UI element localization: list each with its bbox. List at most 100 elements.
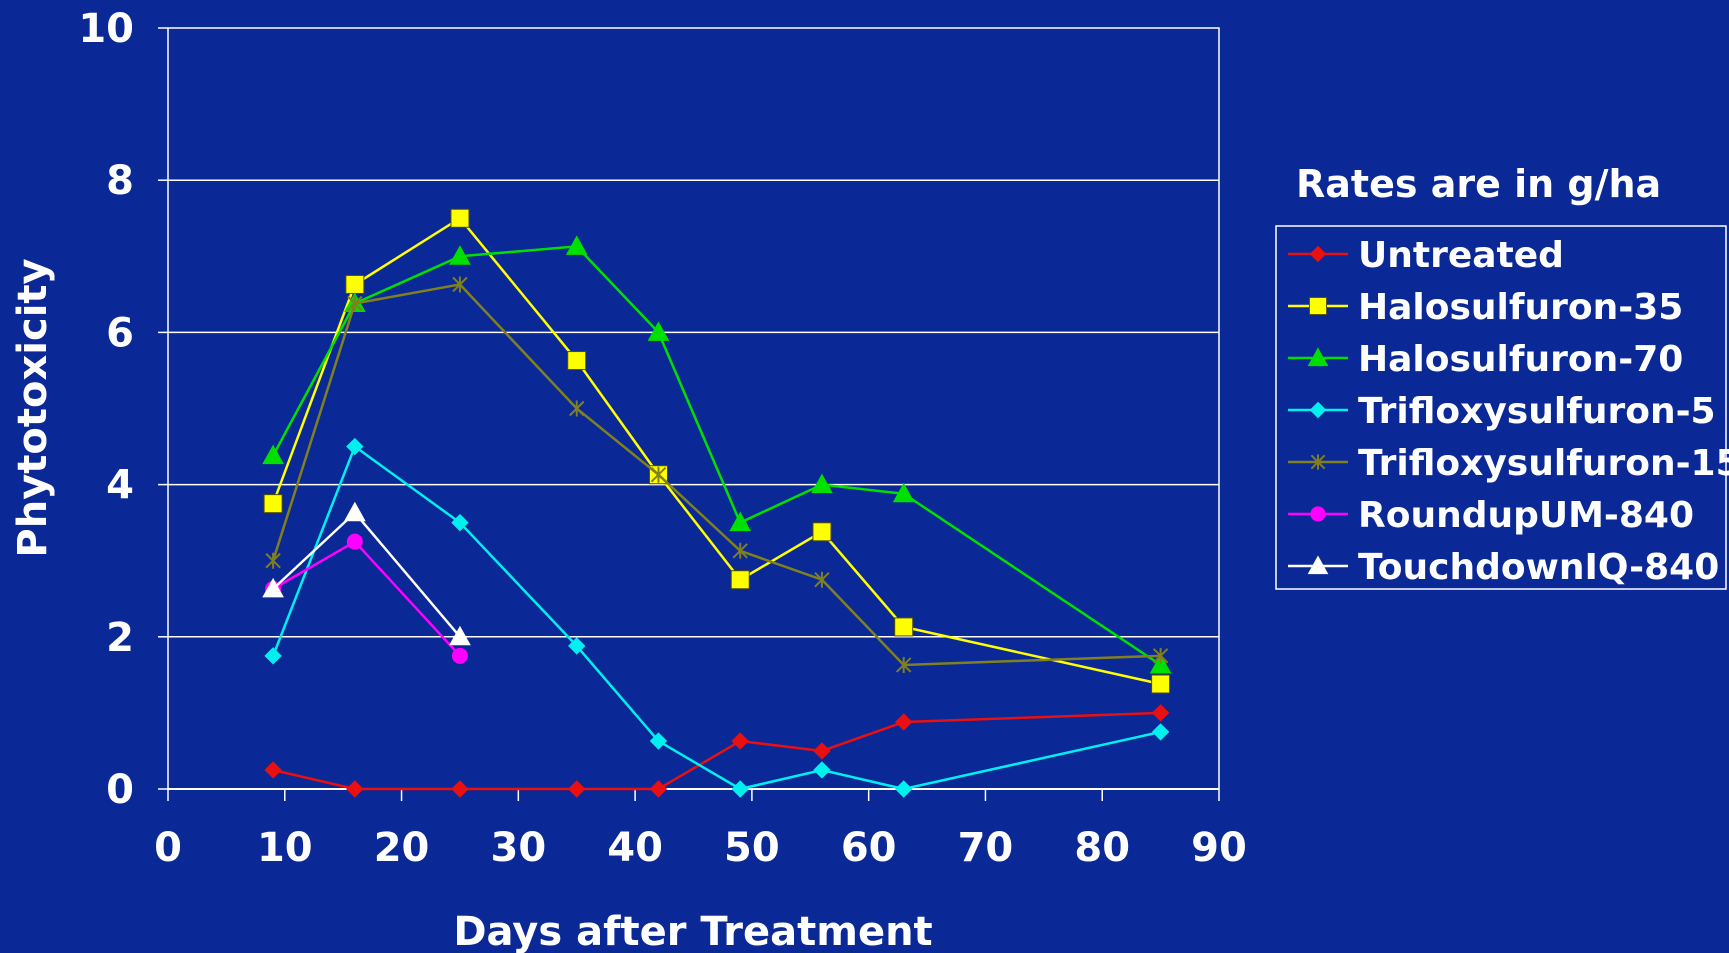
series-line [271, 245, 1162, 666]
series-trifloxysulfuron-5 [264, 437, 1170, 798]
data-point [451, 780, 469, 798]
series-lines [262, 208, 1172, 798]
data-point [568, 637, 586, 655]
data-point [568, 780, 586, 798]
data-point [894, 713, 913, 731]
x-tick-label: 10 [257, 825, 313, 871]
data-point [345, 274, 365, 294]
legend-note: Rates are in g/ha [1296, 162, 1661, 206]
data-point [649, 780, 668, 798]
data-point [263, 494, 283, 514]
legend-item: TouchdownIQ-840 [1288, 547, 1719, 588]
data-point [892, 482, 915, 503]
series-untreated [264, 704, 1170, 798]
gridlines [168, 179, 1219, 638]
data-point [813, 742, 831, 760]
series-line [272, 711, 1161, 791]
data-point [732, 542, 748, 559]
data-point [1151, 704, 1170, 722]
legend-item: Trifloxysulfuron-5 [1288, 391, 1716, 432]
data-point [347, 295, 363, 312]
data-point [262, 577, 284, 598]
data-point [895, 656, 912, 673]
data-point [813, 761, 831, 779]
legend-item: Trifloxysulfuron-15 [1288, 443, 1729, 484]
series-touchdowniq-840 [262, 501, 471, 646]
x-axis-title: Days after Treatment [453, 909, 932, 953]
series-halosulfuron-70 [262, 235, 1172, 674]
data-point [264, 647, 282, 665]
data-point [1149, 653, 1172, 674]
data-point [343, 501, 366, 522]
legend-swatch-marker [1310, 454, 1326, 470]
data-point [449, 625, 471, 646]
data-point [649, 732, 668, 750]
legend-label: Trifloxysulfuron-5 [1358, 391, 1716, 432]
data-point [264, 761, 282, 779]
legend-item: Halosulfuron-35 [1288, 287, 1683, 328]
legend-item: RoundupUM-840 [1288, 495, 1694, 536]
data-point [1151, 674, 1171, 694]
x-tick-label: 50 [724, 825, 780, 871]
legend-swatch-marker [1310, 506, 1326, 522]
data-point [569, 400, 585, 417]
y-tick-label: 0 [106, 767, 134, 813]
data-point [894, 617, 914, 637]
data-point [452, 276, 468, 293]
legend-swatch-marker [1308, 296, 1328, 316]
legend-swatch-marker [1309, 401, 1327, 419]
x-tick-label: 40 [607, 825, 663, 871]
x-tick-label: 30 [490, 825, 546, 871]
data-point [565, 235, 588, 255]
y-tick-label: 10 [78, 6, 134, 52]
data-point [650, 466, 667, 483]
series-trifloxysulfuron-15 [265, 276, 1169, 673]
y-tick-label: 6 [106, 310, 134, 356]
x-tick-label: 60 [841, 825, 897, 871]
data-point [814, 571, 830, 588]
x-tick-label: 70 [958, 825, 1014, 871]
legend-item: Untreated [1288, 235, 1564, 276]
data-point [812, 522, 832, 542]
x-tick-label: 20 [374, 825, 430, 871]
series-line [272, 540, 461, 657]
legend: Untreated Halosulfuron-35 Halosulfuron-70 T… [1288, 235, 1729, 588]
data-point [1151, 723, 1170, 741]
data-point [265, 552, 281, 569]
series-line [271, 444, 1161, 791]
legend-swatch-marker [1307, 555, 1329, 575]
legend-box [1275, 225, 1727, 590]
data-point [262, 444, 284, 465]
legend-label: Halosulfuron-70 [1358, 339, 1683, 380]
data-point [450, 208, 470, 228]
plot-area-border [167, 27, 1220, 790]
y-tick-label: 4 [106, 463, 134, 509]
data-point [731, 732, 749, 750]
data-point [449, 245, 471, 265]
axes [158, 27, 1220, 801]
series-line [271, 216, 1161, 686]
series-line [272, 510, 461, 638]
data-point [730, 570, 750, 590]
data-point [451, 513, 469, 532]
data-point [567, 351, 587, 371]
y-axis-title: Phytotoxicity [10, 258, 56, 557]
data-point [451, 647, 468, 664]
legend-label: RoundupUM-840 [1358, 495, 1694, 536]
legend-label: TouchdownIQ-840 [1358, 547, 1719, 588]
legend-label: Trifloxysulfuron-15 [1358, 443, 1729, 484]
legend-item: Halosulfuron-70 [1288, 339, 1683, 380]
data-point [346, 533, 363, 550]
data-point [894, 780, 913, 798]
tick-labels: 0 2 4 6 8 10 0 10 20 30 40 50 60 70 80 90 [78, 6, 1247, 871]
data-point [811, 473, 833, 494]
data-point [346, 437, 364, 456]
data-point [346, 780, 364, 798]
series-halosulfuron-35 [263, 208, 1171, 694]
x-tick-label: 90 [1191, 825, 1247, 871]
legend-label: Untreated [1358, 235, 1564, 276]
x-tick-label: 80 [1074, 825, 1130, 871]
data-point [1152, 647, 1169, 664]
x-tick-label: 0 [154, 825, 182, 871]
